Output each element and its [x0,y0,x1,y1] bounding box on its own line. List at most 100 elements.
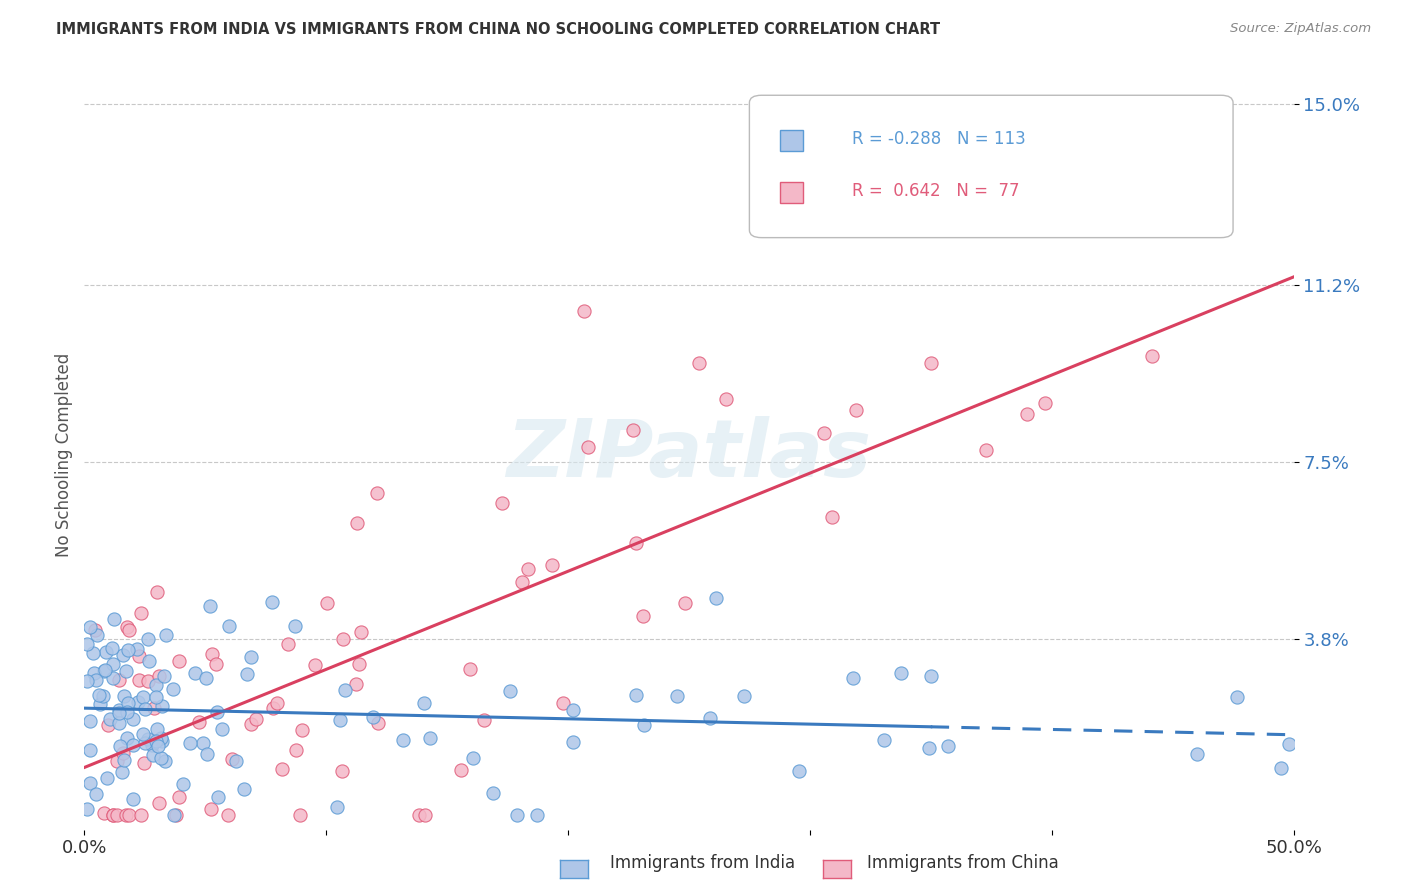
Point [76,673,98,688]
Text: ZIPatlas: ZIPatlas [506,416,872,494]
Point [138,654,160,668]
Point [239,649,262,664]
Point [163,808,186,822]
Point [115,731,138,746]
Point [128,649,150,664]
Point [920,356,942,370]
Point [1277,737,1299,751]
Point [938,739,960,754]
Point [127,641,149,656]
Point [134,756,156,771]
Point [93,806,115,821]
Point [141,738,163,752]
Point [516,562,538,576]
Point [105,754,128,768]
Point [136,632,159,646]
Point [165,808,187,822]
Point [688,356,710,370]
Point [332,632,354,647]
Point [562,703,585,717]
Point [97,718,120,732]
Point [98,712,121,726]
Point [218,619,240,633]
Point [138,673,160,688]
Point [110,764,132,779]
Point [491,496,513,510]
Point [235,666,257,681]
Point [145,678,167,692]
Point [143,700,166,714]
Point [284,619,307,633]
Point [200,599,222,613]
Point [150,734,173,748]
Point [146,739,169,753]
Y-axis label: No Schooling Completed: No Schooling Completed [55,353,73,557]
Point [329,713,352,727]
Point [572,303,595,318]
Point [112,753,135,767]
Point [415,808,437,822]
Point [463,750,485,764]
Point [890,665,912,680]
FancyBboxPatch shape [780,182,803,203]
Point [271,762,294,776]
Point [115,808,138,822]
Point [188,714,211,729]
Point [290,808,312,822]
Point [108,739,131,753]
Point [304,657,326,672]
Point [79,620,101,634]
Point [93,664,115,678]
Point [472,713,495,727]
Point [145,690,167,704]
Point [107,703,129,717]
Point [96,645,118,659]
Point [458,662,481,676]
Text: R = -0.288   N = 113: R = -0.288 N = 113 [852,130,1026,148]
Point [367,716,389,731]
Point [1015,407,1038,421]
Point [211,722,233,736]
Point [108,706,131,720]
Point [150,751,173,765]
Point [813,426,835,441]
FancyBboxPatch shape [749,95,1233,237]
Point [76,802,98,816]
Point [108,716,131,731]
Point [262,595,284,609]
Point [704,591,727,605]
Point [621,423,644,437]
Text: R =  0.642   N =  77: R = 0.642 N = 77 [852,183,1019,201]
Point [366,485,388,500]
Point [326,800,349,814]
Point [94,663,117,677]
Point [117,696,139,710]
Point [350,624,373,639]
Point [153,668,176,682]
Point [624,536,647,550]
Point [845,402,868,417]
Point [917,740,939,755]
Point [122,792,145,806]
Point [1033,396,1056,410]
Point [115,705,138,719]
Point [131,808,153,822]
Point [153,754,176,768]
Point [132,690,155,704]
Point [347,657,370,672]
Point [1226,690,1249,704]
Point [195,671,218,685]
Point [506,808,529,822]
Point [205,657,228,672]
Point [624,689,647,703]
Point [391,733,413,747]
Point [86,627,108,641]
Point [145,734,167,748]
Point [412,696,434,710]
Point [201,647,224,661]
Point [330,764,353,778]
Point [146,722,169,736]
Point [89,688,111,702]
Point [291,723,314,738]
Point [576,440,599,454]
